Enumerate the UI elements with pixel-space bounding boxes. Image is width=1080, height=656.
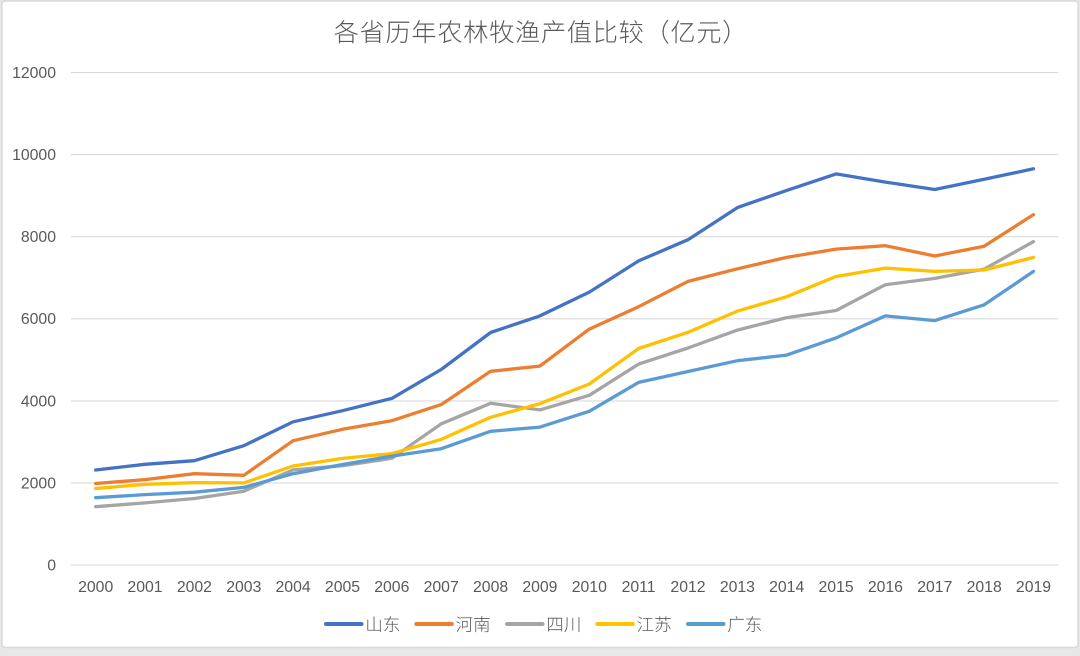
svg-text:12000: 12000 [12, 65, 56, 82]
svg-text:2000: 2000 [21, 475, 56, 492]
svg-text:2010: 2010 [572, 579, 607, 596]
svg-text:0: 0 [47, 557, 56, 574]
svg-text:6000: 6000 [21, 311, 56, 328]
svg-text:2011: 2011 [622, 579, 656, 596]
svg-text:4000: 4000 [21, 393, 56, 410]
svg-text:2016: 2016 [868, 579, 903, 596]
svg-text:10000: 10000 [12, 147, 56, 164]
svg-text:2005: 2005 [325, 579, 360, 596]
svg-text:2002: 2002 [177, 579, 212, 596]
svg-text:2003: 2003 [226, 579, 261, 596]
svg-text:8000: 8000 [21, 229, 56, 246]
svg-text:2013: 2013 [720, 579, 755, 596]
svg-text:2018: 2018 [967, 579, 1002, 596]
svg-text:2015: 2015 [819, 579, 854, 596]
svg-text:2001: 2001 [127, 579, 162, 596]
svg-text:2008: 2008 [473, 579, 508, 596]
svg-text:2009: 2009 [522, 579, 557, 596]
svg-text:2017: 2017 [917, 579, 952, 596]
svg-text:2012: 2012 [670, 579, 705, 596]
svg-text:2019: 2019 [1016, 579, 1051, 596]
svg-text:2014: 2014 [769, 579, 804, 596]
svg-text:2000: 2000 [78, 579, 113, 596]
svg-text:2004: 2004 [276, 579, 311, 596]
svg-text:2007: 2007 [424, 579, 459, 596]
svg-text:2006: 2006 [374, 579, 409, 596]
